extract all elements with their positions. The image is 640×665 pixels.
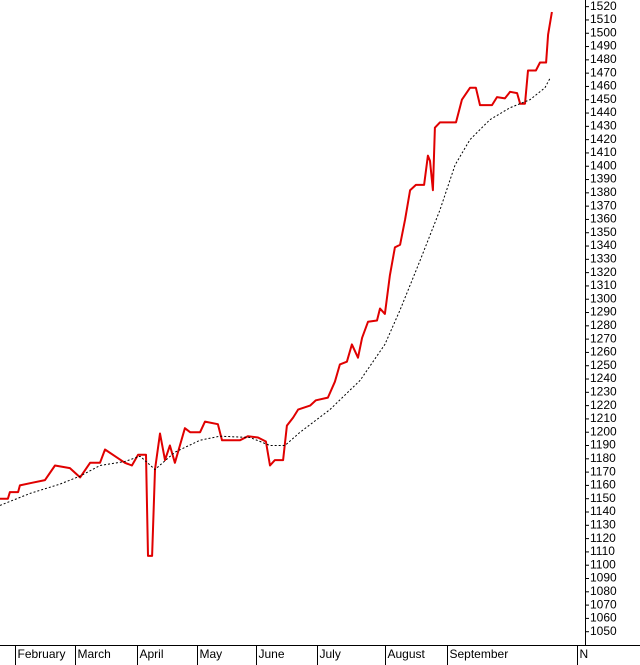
y-tick-label: 1420 [590,132,617,146]
x-tick-label: April [140,647,164,661]
y-tick-label: 1520 [590,0,617,13]
y-tick-label: 1500 [590,25,617,39]
y-tick-label: 1240 [590,371,617,385]
y-tick-label: 1070 [590,597,617,611]
y-tick-label: 1050 [590,624,617,638]
y-tick-label: 1330 [590,252,617,266]
y-tick-label: 1290 [590,305,617,319]
y-tick-label: 1440 [590,105,617,119]
y-tick-label: 1340 [590,238,617,252]
y-tick-label: 1300 [590,291,617,305]
x-tick-label: August [388,647,426,661]
y-tick-label: 1160 [590,478,616,492]
y-tick-label: 1120 [590,531,616,545]
y-tick-label: 1490 [590,39,617,53]
moving-average-line [0,78,551,506]
y-tick-label: 1360 [590,212,617,226]
y-tick-label: 1370 [590,198,617,212]
y-tick-label: 1250 [590,358,617,372]
y-tick-label: 1090 [590,571,617,585]
y-tick-label: 1190 [590,438,616,452]
x-tick-label: March [78,647,111,661]
y-tick-label: 1410 [590,145,617,159]
y-tick-label: 1510 [590,12,617,26]
y-tick-label: 1230 [590,384,617,398]
y-tick-label: 1140 [590,504,616,518]
x-tick-label: September [450,647,509,661]
y-tick-label: 1470 [590,65,617,79]
y-tick-label: 1320 [590,265,617,279]
x-tick-label: June [259,647,285,661]
y-tick-label: 1430 [590,119,617,133]
x-tick-label: May [200,647,223,661]
y-tick-label: 1210 [590,411,617,425]
y-tick-label: 1220 [590,398,617,412]
y-tick-label: 1180 [590,451,616,465]
y-tick-label: 1100 [590,557,616,571]
y-tick-label: 1080 [590,584,617,598]
y-tick-label: 1350 [590,225,617,239]
y-tick-label: 1400 [590,158,617,172]
x-tick-label: N [580,647,589,661]
y-tick-label: 1460 [590,79,617,93]
y-tick-label: 1200 [590,424,617,438]
y-tick-label: 1480 [590,52,617,66]
y-tick-label: 1280 [590,318,617,332]
y-tick-label: 1390 [590,172,617,186]
price-line [0,11,553,557]
y-tick-label: 1130 [590,517,616,531]
y-tick-label: 1110 [590,544,615,558]
y-tick-label: 1150 [590,491,616,505]
x-tick-label: February [18,647,66,661]
y-tick-label: 1170 [590,464,616,478]
y-tick-label: 1270 [590,331,617,345]
y-tick-label: 1060 [590,611,617,625]
y-tick-label: 1260 [590,345,617,359]
y-tick-label: 1310 [590,278,617,292]
x-tick-label: July [320,647,341,661]
y-tick-label: 1450 [590,92,617,106]
y-tick-label: 1380 [590,185,617,199]
